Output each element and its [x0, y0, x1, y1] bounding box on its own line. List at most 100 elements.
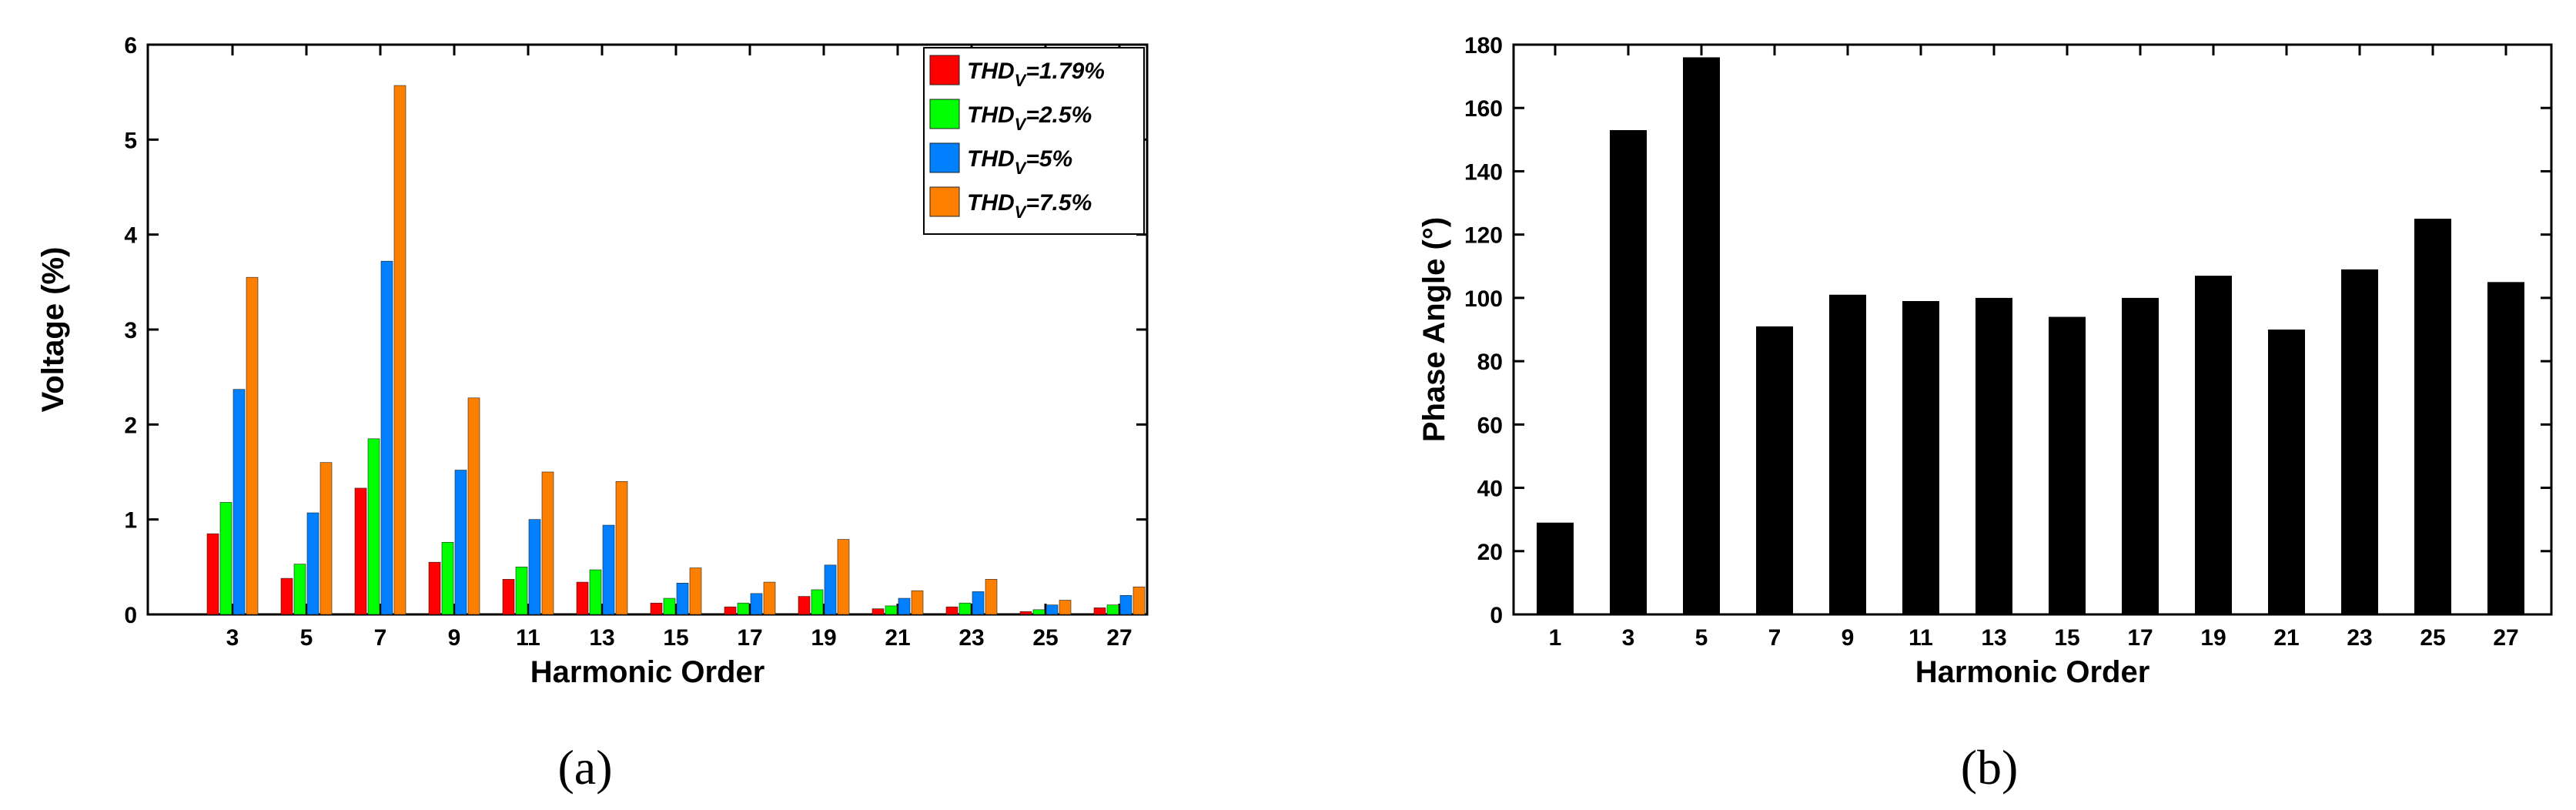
chart-a-bar: [502, 579, 515, 615]
chart-b-y-tick-label: 0: [1490, 603, 1503, 628]
chart-a-x-tick-label: 3: [226, 625, 239, 651]
chart-b-bar: [2195, 276, 2232, 614]
chart-a-x-tick-label: 7: [374, 625, 387, 651]
chart-b-y-axis-label: Phase Angle (°): [1417, 217, 1451, 442]
chart-a-bar: [985, 579, 998, 615]
chart-a-bar: [1045, 604, 1059, 615]
chart-b-bar: [2487, 282, 2524, 614]
chart-a-bar: [898, 597, 911, 615]
chart-a-x-tick-label: 27: [1106, 625, 1132, 651]
chart-a-bar: [233, 389, 246, 615]
chart-a-bar: [367, 438, 380, 615]
chart-a-bar: [246, 276, 259, 615]
chart-a-bar: [798, 596, 811, 615]
chart-a-x-tick-label: 15: [663, 625, 688, 651]
chart-a-bar: [515, 567, 528, 615]
chart-a-bar: [750, 593, 763, 615]
chart-b-x-tick-label: 9: [1842, 625, 1855, 651]
chart-a-y-tick-label: 0: [124, 603, 137, 628]
chart-b-x-tick-label: 17: [2127, 625, 2153, 651]
chart-a-bar: [589, 569, 602, 615]
chart-a-bar: [650, 602, 663, 615]
chart-a-legend-label: THDV=7.5%: [967, 190, 1092, 222]
chart-a-y-ticks: 0 1 2 3 4 5 6: [124, 33, 1147, 628]
chart-a-bar: [911, 590, 924, 615]
chart-a-bar: [1093, 608, 1106, 615]
chart-a-bar: [454, 470, 467, 615]
chart-a-bar: [972, 591, 985, 615]
chart-b-x-tick-label: 1: [1549, 625, 1562, 651]
chart-b-bar: [1829, 294, 1866, 614]
chart-b-bar: [2122, 297, 2159, 614]
chart-b-y-tick-label: 100: [1464, 286, 1503, 312]
chart-b-x-tick-label: 19: [2200, 625, 2226, 651]
chart-a-bar: [689, 567, 702, 615]
chart-a-bar: [615, 481, 628, 615]
chart-a-legend-label: THDV=5%: [967, 146, 1072, 178]
chart-a-bar: [1059, 600, 1072, 615]
chart-a-bar: [319, 462, 333, 615]
chart-b-y-tick-label: 80: [1477, 350, 1503, 375]
chart-a-bar: [958, 602, 972, 615]
chart-b-bar: [1683, 57, 1720, 614]
chart-a-legend-label: THDV=2.5%: [967, 102, 1092, 134]
chart-b-x-tick-label: 21: [2273, 625, 2299, 651]
chart-b-bar: [2049, 316, 2086, 614]
chart-b-x-tick-label: 5: [1695, 625, 1708, 651]
chart-b-bar: [1610, 130, 1647, 614]
chart-b-y-tick-label: 60: [1477, 413, 1503, 438]
chart-a-y-tick-label: 2: [124, 413, 137, 438]
chart-a-bar: [811, 589, 824, 615]
chart-a-bar: [1106, 604, 1119, 615]
chart-a-bar: [428, 561, 441, 615]
chart-a-x-ticks: 3 5 7 9 11 13 15 17 19 21 23 25 27: [226, 45, 1132, 651]
chart-a-x-tick-label: 21: [885, 625, 910, 651]
chart-a-bar: [280, 577, 293, 615]
chart-a-bar: [1132, 586, 1146, 615]
chart-a-legend-box: [923, 47, 1145, 235]
chart-a-bar: [1119, 595, 1132, 615]
chart-b-bar: [1537, 522, 1574, 614]
chart-a-legend-label: THDV=1.79%: [967, 59, 1105, 90]
chart-a-bar: [219, 502, 233, 615]
chart-a-legend-swatch: [929, 99, 960, 129]
chart-a-y-tick-label: 5: [124, 128, 137, 153]
chart-a-x-tick-label: 17: [737, 625, 762, 651]
chart-a-bar: [1019, 611, 1032, 615]
chart-a-y-axis-label: Voltage (%): [36, 247, 70, 413]
chart-a-y-tick-label: 4: [124, 223, 137, 249]
chart-a-bar: [380, 260, 393, 615]
chart-a-bars: [206, 85, 1146, 615]
chart-b-y-ticks: 0 20 40 60 80 100 120 140 160 180: [1464, 33, 2551, 628]
chart-b-bar: [2414, 219, 2451, 615]
chart-a-bar: [945, 606, 958, 615]
chart-b-x-tick-label: 7: [1768, 625, 1781, 651]
chart-b-x-ticks: 1 3 5 7 9 11 13 15 17 19 21 23 25 27: [1549, 45, 2519, 651]
chart-a-bar: [724, 606, 737, 615]
chart-b-x-tick-label: 25: [2420, 625, 2445, 651]
chart-a-x-tick-label: 9: [448, 625, 461, 651]
chart-a-bar: [441, 541, 454, 615]
chart-a-bar: [676, 582, 689, 615]
chart-a-bar: [1032, 609, 1045, 615]
chart-a-y-tick-label: 6: [124, 33, 137, 59]
chart-b-y-tick-label: 140: [1464, 159, 1503, 185]
chart-b-x-tick-label: 27: [2493, 625, 2518, 651]
chart-b-bars: [1537, 57, 2524, 615]
chart-a-bar: [824, 564, 837, 615]
chart-a-bar: [663, 597, 676, 615]
chart-b-x-tick-label: 13: [1981, 625, 2006, 651]
chart-b-plot-area: [1512, 43, 2553, 616]
chart-a-bar: [528, 519, 541, 615]
chart-b-x-tick-label: 15: [2054, 625, 2079, 651]
chart-a-legend: THDV=1.79% THDV=2.5% THDV=5% THDV=7.5%: [923, 47, 1145, 235]
chart-b-y-tick-label: 40: [1477, 477, 1503, 502]
chart-a-bar: [602, 524, 615, 615]
chart-b-x-axis-label: Harmonic Order: [1915, 655, 2150, 689]
chart-a-bar: [837, 539, 850, 615]
chart-b-bar: [2268, 330, 2305, 614]
chart-a-bar: [393, 85, 406, 615]
chart-a-y-tick-label: 1: [124, 508, 137, 534]
chart-a-bar: [541, 471, 554, 615]
chart-a-bar: [293, 564, 306, 615]
